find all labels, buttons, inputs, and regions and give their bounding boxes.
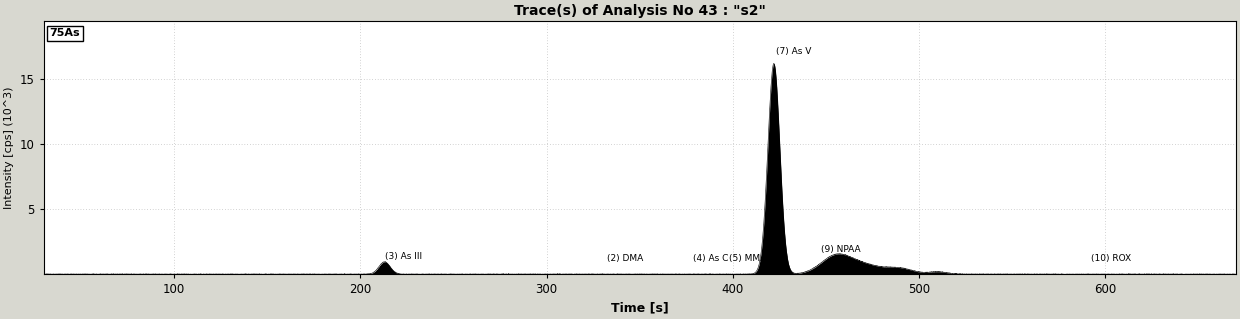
Title: Trace(s) of Analysis No 43 : "s2": Trace(s) of Analysis No 43 : "s2"	[513, 4, 765, 18]
Text: 75As: 75As	[50, 28, 81, 38]
Text: (10) ROX: (10) ROX	[1091, 254, 1131, 263]
Text: (7) As V: (7) As V	[776, 47, 811, 56]
Text: (9) NPAA: (9) NPAA	[821, 245, 861, 254]
Text: (3) As III: (3) As III	[384, 252, 422, 261]
Y-axis label: Intensity [cps] (10^3): Intensity [cps] (10^3)	[4, 86, 14, 209]
Text: (2) DMA: (2) DMA	[606, 254, 644, 263]
X-axis label: Time [s]: Time [s]	[611, 302, 668, 315]
Text: (5) MMA: (5) MMA	[729, 254, 766, 263]
Text: (4) As C: (4) As C	[693, 254, 728, 263]
